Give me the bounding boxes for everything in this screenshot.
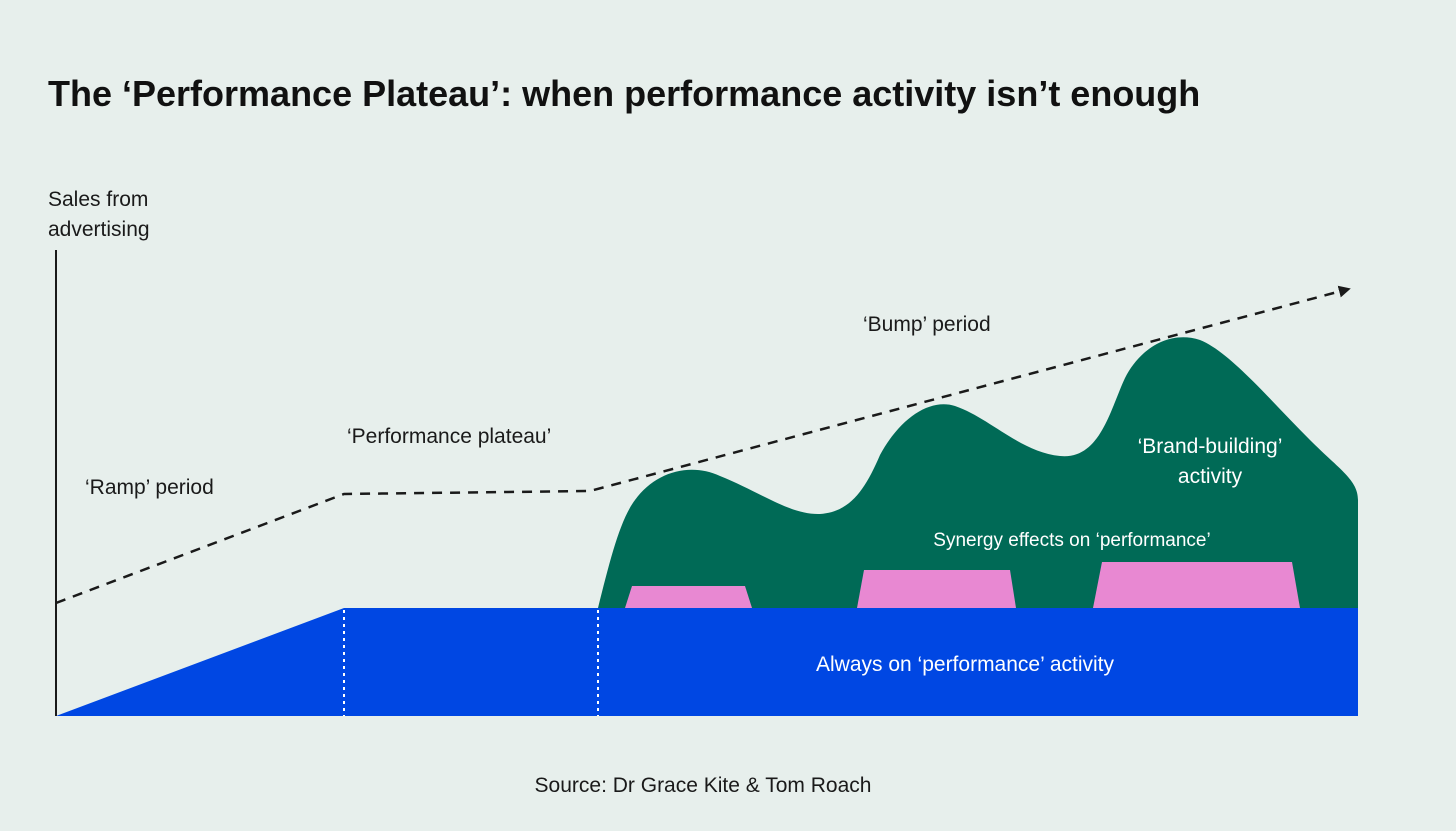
synergy-block-1: [625, 586, 752, 608]
y-axis-label-line-1: Sales from: [48, 188, 148, 211]
always-on-label: Always on ‘performance’ activity: [816, 653, 1114, 676]
synergy-block-3: [1093, 562, 1300, 608]
synergy-block-2: [857, 570, 1016, 608]
y-axis-label-line-2: advertising: [48, 218, 150, 241]
always-on-performance-area: [56, 608, 1358, 716]
source-credit: Source: Dr Grace Kite & Tom Roach: [535, 774, 872, 797]
ramp-period-label: ‘Ramp’ period: [85, 476, 214, 499]
brand-building-area: [598, 337, 1358, 608]
plateau-period-label: ‘Performance plateau’: [347, 425, 551, 448]
brand-building-label-line-1: ‘Brand-building’: [1138, 435, 1283, 458]
synergy-label: Synergy effects on ‘performance’: [933, 530, 1210, 551]
bump-period-label: ‘Bump’ period: [863, 313, 991, 336]
diagram-title: The ‘Performance Plateau’: when performa…: [48, 73, 1200, 114]
brand-building-label-line-2: activity: [1178, 465, 1243, 488]
sales-trend-line: [55, 285, 1351, 605]
